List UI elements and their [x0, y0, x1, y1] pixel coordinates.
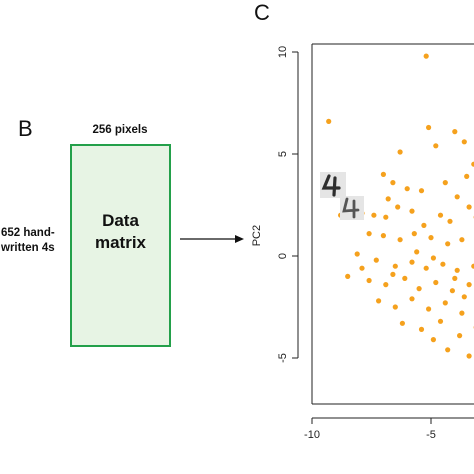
- digit-thumbnails: [320, 172, 364, 220]
- matrix-height-label-line1: 652 hand-: [1, 227, 55, 239]
- panel-letter-c: C: [254, 0, 270, 25]
- scatter-point: [471, 161, 474, 167]
- scatter-point: [366, 277, 372, 284]
- scatter-point: [390, 271, 396, 277]
- scatter-point: [445, 241, 451, 247]
- y-tick-label: 5: [277, 151, 289, 157]
- scatter-point: [418, 188, 425, 194]
- scatter-point: [433, 143, 439, 149]
- scatter-point: [359, 265, 365, 271]
- scatter-point: [326, 118, 332, 124]
- scatter-point: [452, 129, 458, 135]
- y-tick-label: -5: [277, 353, 289, 363]
- matrix-width-label: 256 pixels: [92, 124, 148, 136]
- scatter-point: [426, 124, 432, 131]
- scatter-point: [454, 194, 460, 200]
- scatter-point: [437, 212, 444, 218]
- scatter-point: [445, 347, 451, 353]
- scatter-point: [414, 249, 420, 255]
- scatter-point: [383, 214, 389, 220]
- scatter-point: [371, 212, 377, 218]
- pca-scatter-plot: -5 0 5 10 -10 -5 PC2: [251, 43, 474, 441]
- scatter-point: [466, 282, 472, 288]
- scatter-point: [409, 259, 415, 265]
- scatter-point: [385, 196, 391, 202]
- scatter-point: [421, 222, 427, 228]
- scatter-point: [397, 149, 403, 155]
- scatter-point: [345, 273, 351, 279]
- scatter-point: [423, 53, 429, 59]
- scatter-point: [416, 286, 422, 292]
- matrix-height-label: 652 hand- written 4s: [1, 226, 69, 256]
- scatter-point: [452, 275, 458, 281]
- y-tick-label: 0: [277, 253, 289, 259]
- right-arrow-icon: [180, 235, 244, 243]
- scatter-point: [397, 237, 403, 243]
- scatter-point: [454, 267, 460, 273]
- y-tick-label: 10: [277, 46, 289, 58]
- scatter-point: [376, 298, 382, 304]
- data-matrix-title-line1: Data: [102, 211, 139, 230]
- scatter-point: [390, 180, 396, 186]
- scatter-point: [430, 337, 436, 343]
- y-axis-label: PC2: [251, 225, 263, 246]
- plot-points: [326, 53, 474, 359]
- scatter-point: [461, 139, 467, 145]
- scatter-point: [426, 306, 432, 312]
- plot-ticks: -5 0 5 10 -10 -5: [277, 46, 436, 441]
- scatter-point: [373, 257, 379, 263]
- scatter-point: [404, 186, 410, 192]
- matrix-height-label-line2: written 4s: [1, 242, 55, 254]
- scatter-point: [437, 318, 444, 324]
- scatter-point: [466, 204, 472, 210]
- scatter-point: [430, 255, 436, 261]
- scatter-point: [418, 326, 425, 332]
- scatter-point: [447, 218, 453, 224]
- scatter-point: [457, 333, 463, 339]
- scatter-point: [459, 237, 465, 243]
- plot-axes: [297, 43, 474, 419]
- scatter-point: [392, 304, 398, 310]
- scatter-point: [409, 208, 415, 214]
- scatter-point: [461, 294, 467, 300]
- scatter-point: [366, 231, 372, 237]
- scatter-point: [354, 251, 360, 257]
- scatter-point: [464, 173, 470, 179]
- digit-4-icon: [321, 174, 341, 197]
- scatter-point: [411, 231, 417, 237]
- scatter-point: [449, 288, 455, 294]
- scatter-point: [428, 235, 434, 241]
- scatter-point: [433, 279, 439, 286]
- data-matrix-box: Data matrix: [70, 144, 171, 347]
- scatter-point: [380, 171, 386, 177]
- scatter-point: [442, 180, 448, 186]
- data-matrix-title: Data matrix: [72, 210, 169, 254]
- scatter-point: [395, 204, 401, 210]
- digit-4-icon: [342, 197, 360, 219]
- x-tick-label: -5: [426, 429, 436, 441]
- scatter-point: [399, 320, 405, 326]
- scatter-point: [409, 296, 415, 302]
- scatter-point: [383, 282, 389, 288]
- scatter-point: [471, 263, 474, 269]
- scatter-point: [440, 261, 446, 267]
- scatter-point: [459, 310, 465, 316]
- scatter-point: [402, 275, 408, 281]
- scatter-point: [423, 265, 429, 271]
- x-tick-label: -10: [304, 429, 320, 441]
- panel-letter-b: B: [18, 116, 33, 141]
- scatter-point: [380, 233, 386, 239]
- scatter-point: [442, 300, 448, 306]
- data-matrix-title-line2: matrix: [94, 233, 147, 252]
- scatter-point: [392, 263, 398, 269]
- scatter-point: [466, 353, 472, 359]
